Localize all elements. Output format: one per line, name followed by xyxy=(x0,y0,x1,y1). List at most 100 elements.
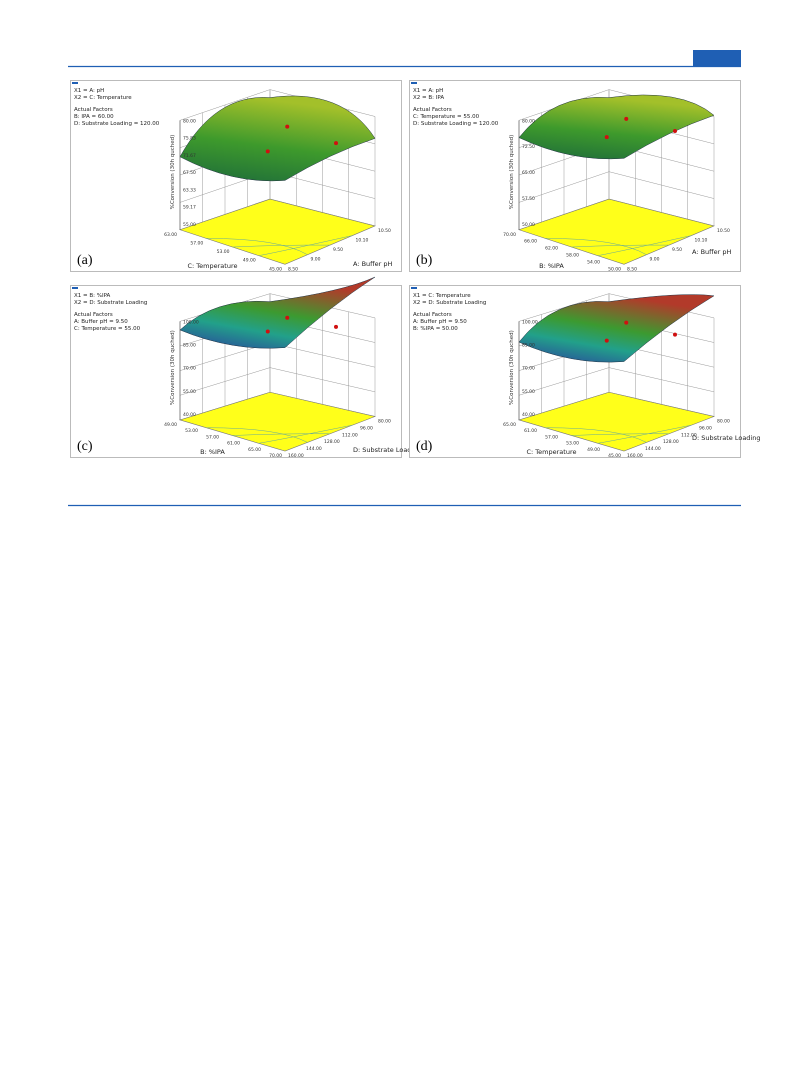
y-tick-label: 9.00 xyxy=(311,257,321,263)
x-tick-label: 53.00 xyxy=(185,428,198,434)
x-axis-title: B: %IPA xyxy=(539,262,564,270)
z-tick-label: 50.00 xyxy=(522,222,535,228)
x-tick-label: 61.00 xyxy=(524,428,537,434)
panel-label: (d) xyxy=(416,439,433,454)
y-tick-label: 144.00 xyxy=(645,446,661,452)
y-tick-label: 10.50 xyxy=(378,228,391,234)
legend-heading: Actual Factors xyxy=(413,312,452,318)
legend-line: X1 = A: pH xyxy=(74,88,104,94)
y-tick-label: 96.00 xyxy=(699,425,712,431)
x-axis-title: B: %IPA xyxy=(200,448,225,456)
z-tick-label: 72.50 xyxy=(522,144,535,150)
figure-panel: 100.00 85.00 70.00 55.00 40.00 %Conversion (3… xyxy=(409,285,760,459)
x-tick-label: 49.00 xyxy=(164,422,177,428)
legend-heading: Actual Factors xyxy=(74,107,113,113)
y-tick-label: 8.50 xyxy=(288,266,298,272)
x-tick-label: 57.00 xyxy=(206,434,219,440)
x-tick-label: 70.00 xyxy=(269,453,282,459)
y-tick-label: 9.50 xyxy=(672,247,682,253)
panel-marker xyxy=(411,287,417,289)
legend-heading: Actual Factors xyxy=(74,312,113,318)
contour-line xyxy=(597,235,692,256)
z-tick-label: 40.00 xyxy=(183,412,196,418)
y-tick-label: 128.00 xyxy=(324,439,340,445)
z-tick-label: 80.00 xyxy=(183,118,196,124)
z-tick-label: 85.00 xyxy=(522,342,535,348)
y-tick-label: 9.50 xyxy=(333,247,343,253)
legend-line: X2 = D: Substrate Loading xyxy=(74,300,147,306)
y-axis-title: D: Substrate Loading xyxy=(353,446,421,454)
legend-line: D: Substrate Loading = 120.00 xyxy=(413,121,499,127)
z-tick-label: 57.50 xyxy=(522,196,535,202)
x-axis-title: C: Temperature xyxy=(527,448,577,456)
y-tick-label: 10.10 xyxy=(695,238,708,244)
y-axis-title: A: Buffer pH xyxy=(692,248,732,256)
y-tick-label: 112.00 xyxy=(681,432,697,438)
legend-line: A: Buffer pH = 9.50 xyxy=(74,319,128,325)
x-tick-label: 45.00 xyxy=(608,453,621,459)
z-axis-title: %Conversion (30h quched) xyxy=(509,330,515,405)
legend-line: B: IPA = 60.00 xyxy=(74,114,114,120)
x-tick-label: 53.00 xyxy=(566,441,579,447)
figure: 80.00 75.83 71.67 67.50 63.33 59.17 55.00 %Conv… xyxy=(70,80,760,459)
design-point xyxy=(265,329,270,334)
contour-line xyxy=(571,244,670,248)
legend-line: X2 = B: IPA xyxy=(413,95,444,101)
figure-panel: 80.00 72.50 65.00 57.50 50.00 %Conversion (30… xyxy=(409,80,741,272)
response-surface xyxy=(518,294,715,363)
x-tick-label: 61.00 xyxy=(227,441,240,447)
z-tick-label: 67.50 xyxy=(183,170,196,176)
y-axis-title: A: Buffer pH xyxy=(353,260,393,268)
design-point xyxy=(673,129,677,134)
x-tick-label: 57.00 xyxy=(545,434,558,440)
x-tick-label: 49.00 xyxy=(243,258,256,264)
z-axis-title: %Conversion (30h quched) xyxy=(170,135,176,210)
figure-panel: 100.00 85.00 70.00 55.00 40.00 %Conversion (3… xyxy=(70,276,421,459)
z-tick-label: 55.00 xyxy=(522,389,535,395)
contour-line xyxy=(232,244,331,248)
z-tick-label: 55.00 xyxy=(183,389,196,395)
design-point xyxy=(334,324,338,329)
z-tick-label: 75.83 xyxy=(183,136,196,142)
x-tick-label: 54.00 xyxy=(587,259,600,265)
legend-line: X2 = D: Substrate Loading xyxy=(413,300,486,306)
legend-heading: Actual Factors xyxy=(413,107,452,113)
floor-contour xyxy=(178,391,377,452)
header-tab xyxy=(693,50,741,66)
z-tick-label: 80.00 xyxy=(522,118,535,124)
y-tick-label: 96.00 xyxy=(360,425,373,431)
z-tick-label: 55.00 xyxy=(183,222,196,228)
panel-label: (b) xyxy=(416,253,433,268)
legend-line: C: Temperature = 55.00 xyxy=(74,326,141,332)
design-point xyxy=(334,141,338,146)
x-tick-label: 53.00 xyxy=(217,249,230,255)
x-tick-label: 45.00 xyxy=(269,266,282,272)
z-tick-label: 70.00 xyxy=(522,366,535,372)
z-tick-label: 100.00 xyxy=(522,319,538,325)
y-tick-label: 10.50 xyxy=(717,228,730,234)
y-tick-label: 80.00 xyxy=(717,418,730,424)
contour-line xyxy=(545,427,647,443)
y-tick-label: 80.00 xyxy=(378,418,391,424)
design-point xyxy=(285,315,290,320)
x-tick-label: 58.00 xyxy=(566,252,579,258)
floor-contour xyxy=(179,198,376,265)
y-tick-label: 112.00 xyxy=(342,432,358,438)
floor-contour xyxy=(518,198,715,265)
response-surface xyxy=(179,276,376,349)
y-tick-label: 8.50 xyxy=(627,266,637,272)
design-point xyxy=(604,135,609,140)
floor-contour xyxy=(517,391,716,452)
contour-line xyxy=(206,238,308,255)
legend-line: A: Buffer pH = 9.50 xyxy=(413,319,467,325)
design-point xyxy=(624,320,629,325)
contour-line xyxy=(258,235,353,256)
legend-line: X1 = B: %IPA xyxy=(74,293,111,299)
y-tick-label: 160.00 xyxy=(288,453,304,459)
x-tick-label: 66.00 xyxy=(524,239,537,245)
x-tick-label: 57.00 xyxy=(190,240,203,246)
z-tick-label: 40.00 xyxy=(522,412,535,418)
z-axis-title: %Conversion (30h quched) xyxy=(170,330,176,405)
legend-line: D: Substrate Loading = 120.00 xyxy=(74,121,160,127)
